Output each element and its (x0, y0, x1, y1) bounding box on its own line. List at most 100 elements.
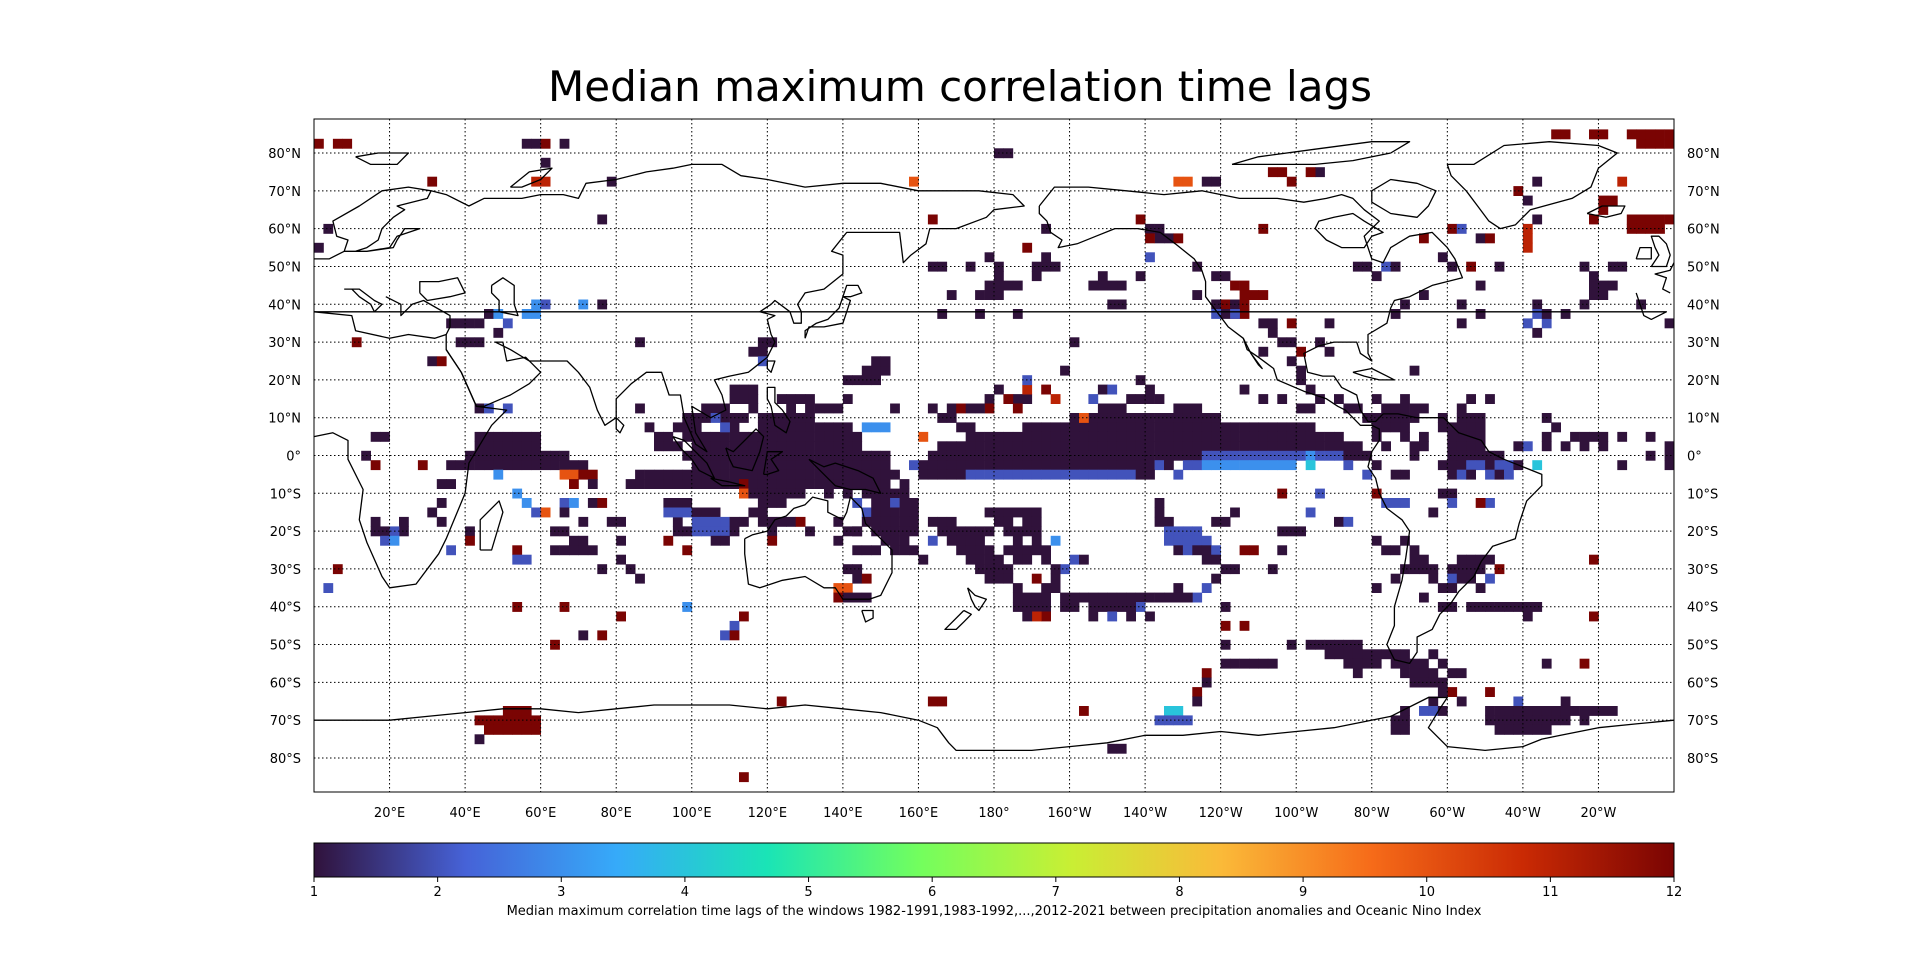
heatmap-cell (720, 630, 730, 641)
heatmap-cell (1220, 658, 1231, 669)
coastlines (313, 141, 1675, 752)
heatmap-cell (795, 488, 806, 499)
heatmap-cell (540, 460, 551, 471)
heatmap-cell (314, 242, 324, 253)
heatmap-cell (776, 413, 787, 423)
heatmap-cell (1192, 696, 1203, 707)
heatmap-cell (540, 176, 551, 187)
heatmap-cell (1579, 261, 1590, 272)
heatmap-cell (937, 469, 948, 480)
lat-tick-label-right: 30°S (1687, 563, 1718, 578)
heatmap-cell (1532, 724, 1543, 735)
heatmap-cell (1079, 554, 1089, 565)
lon-tick-label: 140°E (823, 806, 863, 821)
heatmap-cell (1107, 469, 1118, 480)
heatmap-cell (805, 441, 815, 452)
heatmap-cell (767, 535, 778, 546)
heatmap-cell (1315, 488, 1325, 499)
heatmap-cell (824, 479, 834, 489)
heatmap-cell (1579, 431, 1590, 442)
heatmap-cell (1381, 441, 1391, 452)
heatmap-cell (578, 535, 589, 546)
heatmap-cell (1522, 195, 1533, 206)
heatmap-cell (502, 403, 513, 414)
heatmap-cell (1069, 460, 1080, 471)
heatmap-cell (1447, 422, 1458, 433)
heatmap-cell (1164, 441, 1174, 452)
heatmap-cell (616, 535, 626, 546)
heatmap-cell (1069, 554, 1080, 565)
heatmap-cell (1220, 460, 1231, 471)
heatmap-cell (1164, 706, 1174, 716)
coast-tasmania (861, 609, 874, 623)
heatmap-cell (786, 469, 796, 480)
heatmap-cell (1362, 469, 1373, 480)
heatmap-cell (1296, 375, 1306, 386)
heatmap-cell (1211, 545, 1221, 556)
heatmap-cell (795, 450, 806, 461)
heatmap-cell (1022, 611, 1033, 622)
heatmap-cell (1447, 668, 1458, 679)
heatmap-cell (852, 479, 863, 489)
heatmap-cell (975, 535, 985, 546)
heatmap-cell (1041, 460, 1051, 471)
heatmap-cell (597, 214, 608, 225)
heatmap-cell (1192, 592, 1203, 603)
heatmap-cell (1419, 706, 1429, 716)
heatmap-cell (512, 545, 523, 556)
heatmap-cell (559, 602, 570, 612)
heatmap-cell (484, 724, 494, 735)
heatmap-cell (975, 545, 985, 556)
coast-baja (1242, 338, 1263, 370)
heatmap-cell (739, 479, 749, 489)
heatmap-cell (1145, 394, 1155, 404)
heatmap-cell (1041, 592, 1051, 603)
heatmap-cell (569, 545, 579, 556)
heatmap-cell (1324, 318, 1335, 329)
heatmap-cell (909, 545, 919, 556)
heatmap-cell (323, 223, 334, 234)
heatmap-cell (635, 403, 645, 414)
heatmap-cell (1456, 668, 1467, 679)
heatmap-cell (436, 479, 447, 489)
heatmap-cell (1154, 460, 1165, 471)
heatmap-cell (1267, 460, 1278, 471)
heatmap-cell (767, 526, 778, 537)
heatmap-cell (663, 479, 674, 489)
heatmap-cell (1456, 223, 1467, 234)
heatmap-cell (1352, 658, 1363, 669)
heatmap-cell (521, 498, 532, 508)
heatmap-cell (1343, 658, 1354, 669)
heatmap-cell (1145, 592, 1155, 603)
heatmap-cell (1060, 441, 1070, 452)
heatmap-cell (984, 441, 995, 452)
heatmap-cell (1135, 422, 1146, 433)
heatmap-cell (691, 422, 702, 433)
heatmap-cell (918, 554, 929, 565)
heatmap-cell (842, 394, 853, 404)
heatmap-cell (1211, 176, 1221, 187)
heatmap-cell (1390, 403, 1401, 414)
heatmap-cell (672, 479, 683, 489)
heatmap-cell (484, 715, 494, 726)
heatmap-cell (1400, 668, 1410, 679)
heatmap-cell (890, 516, 900, 527)
heatmap-cell (710, 460, 721, 471)
heatmap-cell (776, 469, 787, 480)
heatmap-cell (984, 507, 995, 518)
heatmap-cell (1400, 564, 1410, 575)
heatmap-cell (757, 460, 768, 471)
heatmap-cell (1664, 214, 1675, 225)
heatmap-cell (1211, 431, 1221, 442)
coast-france (1654, 262, 1675, 294)
heatmap-cell (805, 469, 815, 480)
heatmap-cell (1419, 554, 1429, 565)
lat-tick-label-left: 70°S (270, 714, 301, 729)
heatmap-cell (1645, 129, 1656, 140)
heatmap-cell (946, 450, 957, 461)
lat-tick-label-right: 40°S (1687, 601, 1718, 616)
lon-tick-label: 20°E (374, 806, 405, 821)
heatmap-cell (1390, 413, 1401, 423)
heatmap-cell (1315, 441, 1325, 452)
heatmap-cell (1579, 441, 1590, 452)
